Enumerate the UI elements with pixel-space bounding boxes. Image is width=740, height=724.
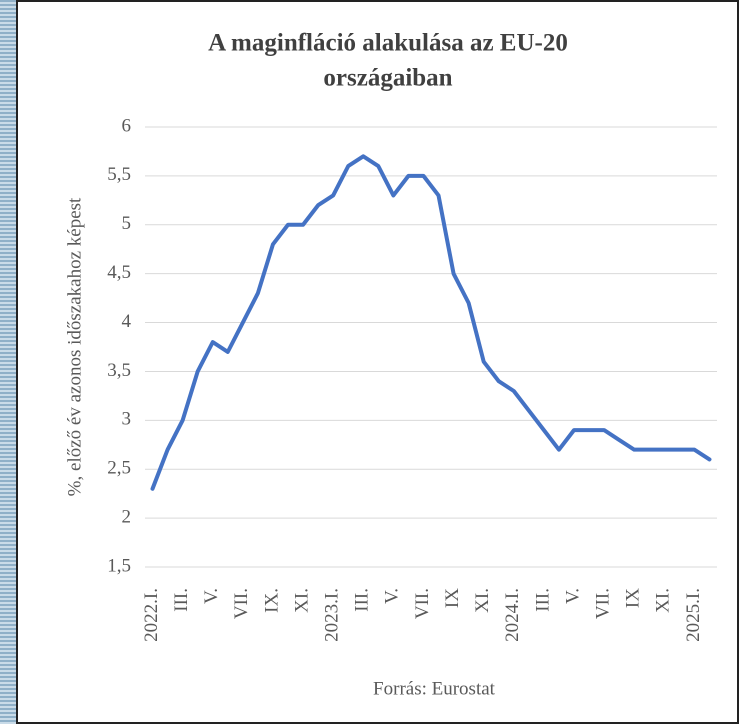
- x-tick-label: 2025.I.: [683, 588, 704, 642]
- x-tick-label: 2022.I.: [141, 588, 162, 642]
- chart-frame: [16, 0, 739, 724]
- x-tick-label: V.: [562, 588, 583, 604]
- y-tick-label: 2,5: [107, 458, 131, 479]
- x-tick-label: XI.: [291, 588, 312, 613]
- y-tick-label: 3,5: [107, 360, 131, 381]
- x-tick-label: V.: [382, 588, 403, 604]
- chart-title: országaiban: [323, 65, 452, 92]
- y-tick-label: 5: [122, 213, 132, 234]
- y-tick-label: 6: [122, 115, 132, 136]
- y-tick-label: 4: [122, 311, 132, 332]
- x-tick-label: III.: [532, 588, 553, 612]
- y-tick-label: 2: [122, 506, 132, 527]
- y-tick-label: 5,5: [107, 164, 131, 185]
- chart-title: A maginfláció alakulása az EU-20: [208, 30, 568, 57]
- y-tick-label: 1,5: [107, 555, 131, 576]
- x-tick-label: VII.: [231, 588, 252, 619]
- y-tick-label: 4,5: [107, 262, 131, 283]
- x-tick-label: XI.: [653, 588, 674, 613]
- x-tick-label: IX: [623, 588, 644, 608]
- x-tick-label: IX.: [261, 588, 282, 613]
- x-tick-label: VII.: [412, 588, 433, 619]
- x-tick-label: IX: [442, 588, 463, 608]
- x-tick-label: V.: [201, 588, 222, 604]
- border-strip: [0, 0, 16, 724]
- y-axis-label: %, előző év azonos időszakahoz képest: [64, 197, 85, 496]
- x-tick-label: III.: [171, 588, 192, 612]
- line: [150, 154, 712, 491]
- x-tick-label: XI.: [472, 588, 493, 613]
- x-tick-label: 2023.I.: [322, 588, 343, 642]
- source: Forrás: Eurostat: [373, 678, 496, 699]
- x-tick-label: III.: [352, 588, 373, 612]
- x-tick-label: 2024.I.: [502, 588, 523, 642]
- x-tick-label: VII.: [592, 588, 613, 619]
- y-tick-label: 3: [122, 409, 132, 430]
